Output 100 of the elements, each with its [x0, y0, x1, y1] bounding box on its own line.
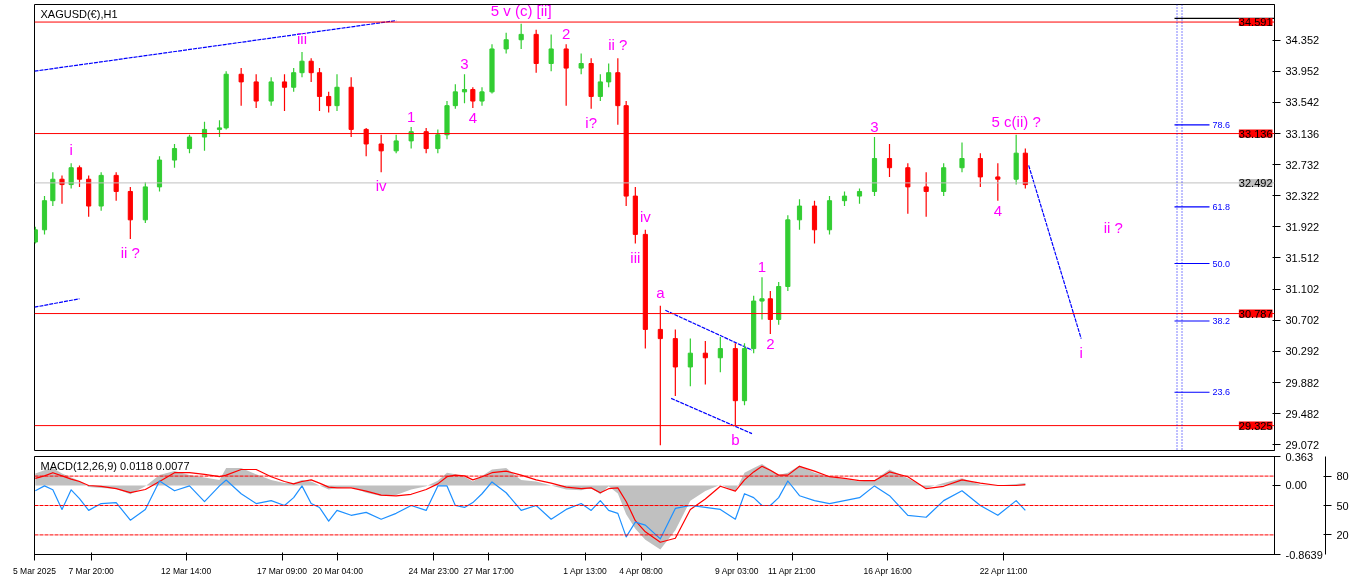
candlestick	[470, 86, 476, 109]
candlestick	[977, 152, 983, 188]
series-label: 50.0	[1212, 258, 1231, 269]
y-tick-label: 0.363	[1285, 450, 1314, 463]
candlestick	[811, 200, 818, 245]
annotation: iv	[375, 177, 388, 195]
annotation: iii	[630, 248, 641, 266]
candlestick	[50, 171, 56, 207]
chart-title: XAGUSD(€),H1	[40, 7, 118, 20]
annotation: i	[1079, 343, 1083, 361]
y-tick-label: 33.136	[1285, 127, 1320, 140]
annotation: 3	[870, 118, 879, 136]
x-tick-label: 5 Mar 2025	[13, 565, 57, 576]
y2-tick-label: 50	[1336, 499, 1349, 512]
y-tick-label: 31.512	[1285, 252, 1320, 264]
y-tick-label: 34.352	[1285, 34, 1320, 47]
ref-line-label: 29.325	[1238, 419, 1273, 432]
candlestick	[186, 134, 193, 154]
candlestick	[905, 162, 911, 215]
y-tick-label: 31.102	[1285, 283, 1320, 296]
x-tick-label: 12 Mar 14:00	[161, 565, 212, 576]
candlestick	[435, 128, 441, 154]
chart-title: MACD(12,26,9) 0.0118 0.0077	[40, 459, 190, 472]
y-tick-label: 30.702	[1285, 314, 1320, 327]
candlestick	[113, 171, 119, 202]
candlestick	[281, 73, 288, 112]
x-tick-label: 16 Apr 16:00	[863, 565, 912, 576]
candlestick	[796, 198, 803, 231]
y-tick-label: 0.00	[1285, 479, 1307, 492]
annotation: ii ?	[1103, 219, 1123, 236]
annotation: 2	[766, 335, 775, 353]
candlestick	[959, 141, 965, 173]
candlestick	[201, 121, 208, 152]
candlestick	[253, 73, 259, 109]
candlestick	[461, 73, 468, 104]
annotation: iv	[639, 207, 652, 225]
candlestick	[291, 67, 297, 93]
annotation: 5 c(ii) ?	[991, 112, 1041, 130]
x-tick-label: 17 Mar 09:00	[256, 565, 308, 576]
candlestick	[518, 23, 524, 50]
y-tick-label: 29.482	[1285, 407, 1320, 420]
y2-tick-label: 80	[1336, 470, 1349, 483]
ref-line-label: 34.591	[1238, 16, 1273, 29]
y-tick-label: 32.322	[1285, 189, 1320, 202]
candlestick	[479, 86, 485, 107]
candlestick	[548, 33, 554, 72]
candlestick	[238, 67, 244, 107]
x-tick-label: 22 Apr 11:00	[979, 565, 1028, 576]
candlestick	[299, 51, 305, 78]
ref-line-label: 30.787	[1238, 307, 1273, 320]
x-tick-label: 27 Mar 17:00	[463, 565, 514, 576]
y-tick-label: 33.542	[1285, 96, 1320, 109]
y-tick-label: 32.732	[1285, 158, 1320, 171]
candlestick	[597, 73, 603, 102]
annotation: ii ?	[120, 243, 140, 261]
candlestick	[563, 43, 569, 107]
y2-tick-label: 20	[1336, 528, 1349, 541]
candlestick	[268, 76, 274, 107]
candlestick	[171, 143, 178, 169]
candlestick	[886, 143, 893, 178]
annotation: 3	[460, 55, 469, 73]
candlestick	[452, 83, 458, 110]
annotation: 4	[993, 201, 1003, 219]
x-tick-label: 7 Mar 20:00	[68, 565, 115, 576]
candlestick	[326, 91, 332, 114]
annotation: 4	[468, 108, 478, 126]
annotation: i?	[585, 113, 598, 131]
series-label: 61.8	[1212, 201, 1231, 212]
series-label: 38.2	[1212, 315, 1231, 326]
candlestick	[941, 162, 947, 197]
candlestick	[316, 67, 323, 112]
candlestick	[923, 171, 929, 218]
annotation: 1	[407, 108, 416, 126]
candlestick	[76, 164, 83, 188]
candlestick	[687, 338, 693, 387]
ref-line-label: 33.136	[1238, 127, 1273, 140]
x-tick-label: 9 Apr 03:00	[715, 565, 759, 576]
x-tick-label: 1 Apr 13:00	[563, 565, 608, 576]
series-label: 23.6	[1212, 387, 1231, 398]
candlestick	[717, 336, 723, 373]
y-tick-label: 29.072	[1285, 438, 1320, 451]
candlestick	[308, 57, 314, 83]
y-tick-label: 29.882	[1285, 376, 1320, 389]
candlestick	[759, 276, 765, 321]
annotation: iii	[297, 30, 307, 48]
candlestick	[334, 73, 340, 112]
ref-line-label: 32.492	[1238, 176, 1273, 189]
annotation: 2	[562, 25, 571, 43]
y-tick-label: -0.8639	[1285, 548, 1323, 561]
candlestick	[995, 162, 1001, 202]
x-tick-label: 11 Apr 21:00	[767, 565, 816, 576]
candlestick	[578, 52, 584, 75]
series-label: 78.6	[1212, 119, 1231, 130]
x-tick-label: 24 Mar 23:00	[408, 565, 459, 576]
candlestick	[393, 134, 399, 154]
annotation: 5 v (c) [ii]	[490, 1, 552, 19]
annotation: a	[656, 283, 666, 301]
candlestick	[503, 32, 509, 55]
x-tick-label: 4 Apr 08:00	[619, 565, 663, 576]
candlestick	[606, 62, 612, 88]
